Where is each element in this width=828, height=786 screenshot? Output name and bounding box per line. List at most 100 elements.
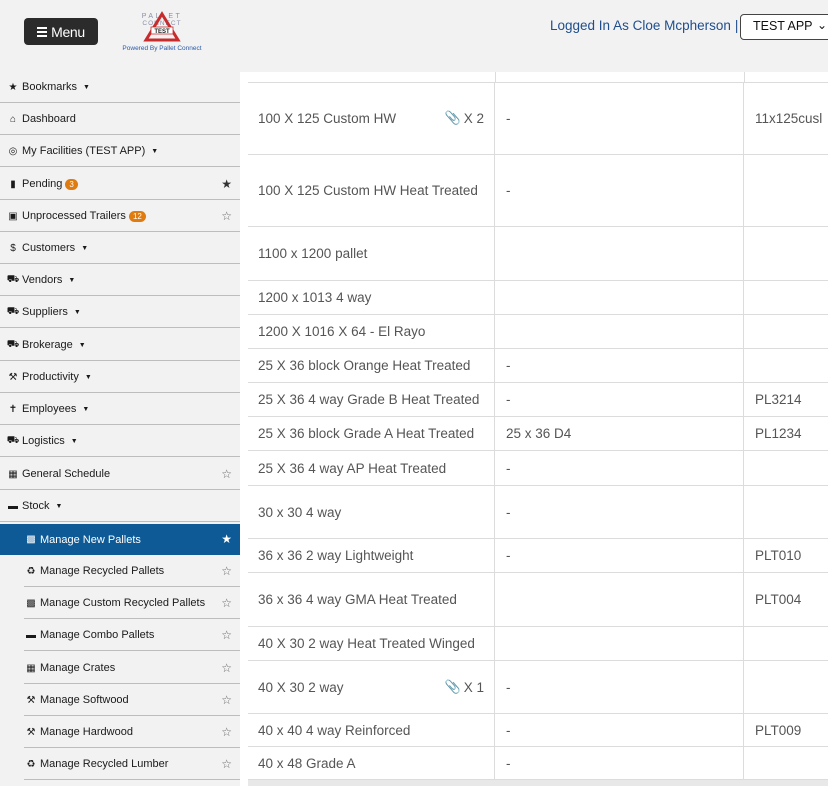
pallet-col3-cell [744, 155, 828, 226]
bookmark-star-icon[interactable]: ☆ [221, 661, 232, 675]
sidebar-item-employees[interactable]: ✝ Employees ▼ [0, 394, 240, 425]
bookmark-star-icon[interactable]: ☆ [221, 564, 232, 578]
logged-in-user[interactable]: Logged In As Cloe Mcpherson [550, 18, 731, 33]
header-separator: | [734, 18, 739, 33]
sidebar-item-general-schedule[interactable]: ▦ General Schedule ☆ [0, 459, 240, 490]
sidebar-subitem-manage-combo-pallets[interactable]: ▬ Manage Combo Pallets ☆ [24, 620, 240, 651]
sidebar-subitem-manage-softwood[interactable]: ⚒ Manage Softwood ☆ [24, 685, 240, 716]
table-row[interactable]: 100 X 125 Custom HW 📎 X 2 - 11x125cusl [248, 82, 828, 155]
table-row[interactable]: 1200 x 1013 4 way [248, 281, 828, 315]
caret-down-icon: ▼ [82, 405, 90, 413]
pallet-name[interactable]: 40 X 30 2 way Heat Treated Winged [258, 636, 475, 651]
table-row[interactable]: 36 x 36 2 way Lightweight - PLT010 [248, 539, 828, 573]
sidebar-item-unprocessed-trailers[interactable]: ▣ Unprocessed Trailers 12 ☆ [0, 201, 240, 232]
pallet-name[interactable]: 40 x 40 4 way Reinforced [258, 722, 411, 738]
table-row[interactable]: 40 X 30 2 way Heat Treated Winged [248, 627, 828, 661]
sidebar-item-label: Unprocessed Trailers [22, 210, 126, 222]
bookmark-star-icon[interactable]: ☆ [221, 757, 232, 771]
bookmark-star-icon[interactable]: ☆ [221, 209, 232, 223]
pallet-name[interactable]: 30 x 30 4 way [258, 504, 342, 520]
attachment-count[interactable]: 📎 X 1 [445, 679, 484, 695]
table-row[interactable]: 25 X 36 4 way Grade B Heat Treated - PL3… [248, 383, 828, 417]
pallet-name[interactable]: 100 X 125 Custom HW [258, 110, 397, 126]
app-select[interactable]: TEST APP ⌄ [740, 14, 828, 40]
sidebar-item-vendors[interactable]: ⛟ Vendors ▼ [0, 265, 240, 296]
svg-text:CONNECT: CONNECT [142, 20, 181, 27]
sidebar-item-logistics[interactable]: ⛟ Logistics ▼ [0, 426, 240, 457]
pallet-col3-cell [744, 451, 828, 485]
table-row[interactable]: 1100 x 1200 pallet [248, 227, 828, 281]
sidebar-subitem-manage-custom-recycled-pallets[interactable]: ▩ Manage Custom Recycled Pallets ☆ [24, 588, 240, 619]
sidebar-item-bookmarks[interactable]: ★ Bookmarks ▼ [0, 72, 240, 103]
sidebar-item-label: Stock [22, 500, 50, 512]
sidebar-item-my-facilities[interactable]: ◎ My Facilities (TEST APP) ▼ [0, 136, 240, 167]
table-row[interactable]: 30 x 30 4 way - [248, 486, 828, 539]
sidebar-item-stock[interactable]: ▬ Stock ▼ [0, 491, 240, 522]
pallet-name[interactable]: 25 X 36 4 way AP Heat Treated [258, 460, 447, 476]
pallet-col2-cell: - [495, 714, 744, 746]
pallet-name-cell: 40 x 48 Grade A [248, 747, 495, 779]
table-row[interactable]: 1200 X 1016 X 64 - El Rayo [248, 315, 828, 349]
caret-down-icon: ▼ [81, 244, 89, 252]
pallet-name[interactable]: 1200 X 1016 X 64 - El Rayo [258, 324, 426, 339]
table-row[interactable]: 25 X 36 block Grade A Heat Treated 25 x … [248, 417, 828, 451]
pallet-col2-cell: - [495, 539, 744, 572]
truck-icon: ⛟ [6, 434, 20, 446]
sidebar-item-suppliers[interactable]: ⛟ Suppliers ▼ [0, 297, 240, 328]
table-row[interactable]: 36 x 36 4 way GMA Heat Treated PLT004 [248, 573, 828, 627]
sidebar-item-pending[interactable]: ▮ Pending 3 ★ [0, 169, 240, 200]
bookmark-star-icon[interactable]: ☆ [221, 725, 232, 739]
sidebar-item-brokerage[interactable]: ⛟ Brokerage ▼ [0, 330, 240, 361]
pallet-name[interactable]: 40 x 48 Grade A [258, 755, 356, 771]
pallet-name-cell: 100 X 125 Custom HW Heat Treated [248, 155, 495, 226]
pallet-name-cell: 100 X 125 Custom HW 📎 X 2 [248, 82, 495, 154]
pallet-name[interactable]: 25 X 36 4 way Grade B Heat Treated [258, 392, 480, 407]
sidebar-subitem-manage-crates[interactable]: ▦ Manage Crates ☆ [24, 653, 240, 684]
bookmark-star-icon[interactable]: ☆ [221, 693, 232, 707]
pallet-col3-cell [744, 227, 828, 280]
sidebar-item-productivity[interactable]: ⚒ Productivity ▼ [0, 362, 240, 393]
pallet-name[interactable]: 100 X 125 Custom HW Heat Treated [258, 183, 478, 198]
sidebar-item-customers[interactable]: $ Customers ▼ [0, 233, 240, 264]
bookmark-star-icon[interactable]: ★ [221, 177, 232, 191]
pallet-col2-cell: - [495, 155, 744, 226]
caret-down-icon: ▼ [55, 502, 63, 510]
table-row[interactable]: 25 X 36 block Orange Heat Treated - [248, 349, 828, 383]
svg-text:TEST: TEST [154, 29, 170, 35]
industry-icon: ▩ [26, 597, 36, 609]
pallet-name[interactable]: 36 x 36 4 way GMA Heat Treated [258, 592, 457, 607]
sidebar-subitem-label: Manage Recycled Lumber [40, 758, 169, 770]
pallet-name[interactable]: 1200 x 1013 4 way [258, 290, 372, 305]
table-row[interactable]: 25 X 36 4 way AP Heat Treated - [248, 451, 828, 486]
pallet-name[interactable]: 36 x 36 2 way Lightweight [258, 548, 414, 563]
bookmark-star-icon[interactable]: ☆ [221, 628, 232, 642]
caret-down-icon: ▼ [78, 341, 86, 349]
attachment-count[interactable]: 📎 X 2 [445, 110, 484, 126]
pallet-col2-cell: - [495, 486, 744, 538]
pallet-name[interactable]: 25 X 36 block Orange Heat Treated [258, 358, 471, 373]
pallet-name[interactable]: 25 X 36 block Grade A Heat Treated [258, 426, 475, 441]
bookmark-star-icon[interactable]: ☆ [221, 596, 232, 610]
pallet-col3-cell: 11x125cusl [755, 110, 823, 126]
bookmark-star-icon[interactable]: ★ [221, 532, 232, 546]
bookmark-star-icon[interactable]: ☆ [221, 467, 232, 481]
table-row[interactable]: 100 X 125 Custom HW Heat Treated - [248, 155, 828, 227]
menu-button[interactable]: Menu [24, 18, 98, 45]
hammer-icon: ⚒ [26, 694, 36, 706]
sidebar-item-dashboard[interactable]: ⌂ Dashboard [0, 104, 240, 135]
table-row[interactable]: 40 x 40 4 way Reinforced - PLT009 [248, 714, 828, 747]
sidebar-subitem-manage-new-pallets[interactable]: ▩ Manage New Pallets ★ [0, 524, 240, 555]
sidebar-subitem-manage-recycled-lumber[interactable]: ♻ Manage Recycled Lumber ☆ [24, 749, 240, 780]
pallet-name[interactable]: 40 X 30 2 way [258, 679, 344, 695]
table-row[interactable]: 40 x 48 Grade A - [248, 747, 828, 780]
pallet-col2-cell [495, 627, 744, 660]
table-row[interactable]: 40 X 30 2 way 📎 X 1 - [248, 661, 828, 714]
pallet-name[interactable]: 1100 x 1200 pallet [258, 246, 368, 261]
pallet-col3-cell: PLT010 [755, 548, 802, 563]
paperclip-icon: 📎 [444, 110, 461, 125]
pallet-name-cell: 40 X 30 2 way Heat Treated Winged [248, 627, 495, 660]
pallet-name-cell: 30 x 30 4 way [248, 486, 495, 538]
sidebar-subitem-manage-hardwood[interactable]: ⚒ Manage Hardwood ☆ [24, 717, 240, 748]
sidebar-subitem-manage-recycled-pallets[interactable]: ♻ Manage Recycled Pallets ☆ [24, 556, 240, 587]
pallet-connect-logo[interactable]: PALLET CONNECT TEST Powered By Pallet Co… [120, 10, 204, 56]
